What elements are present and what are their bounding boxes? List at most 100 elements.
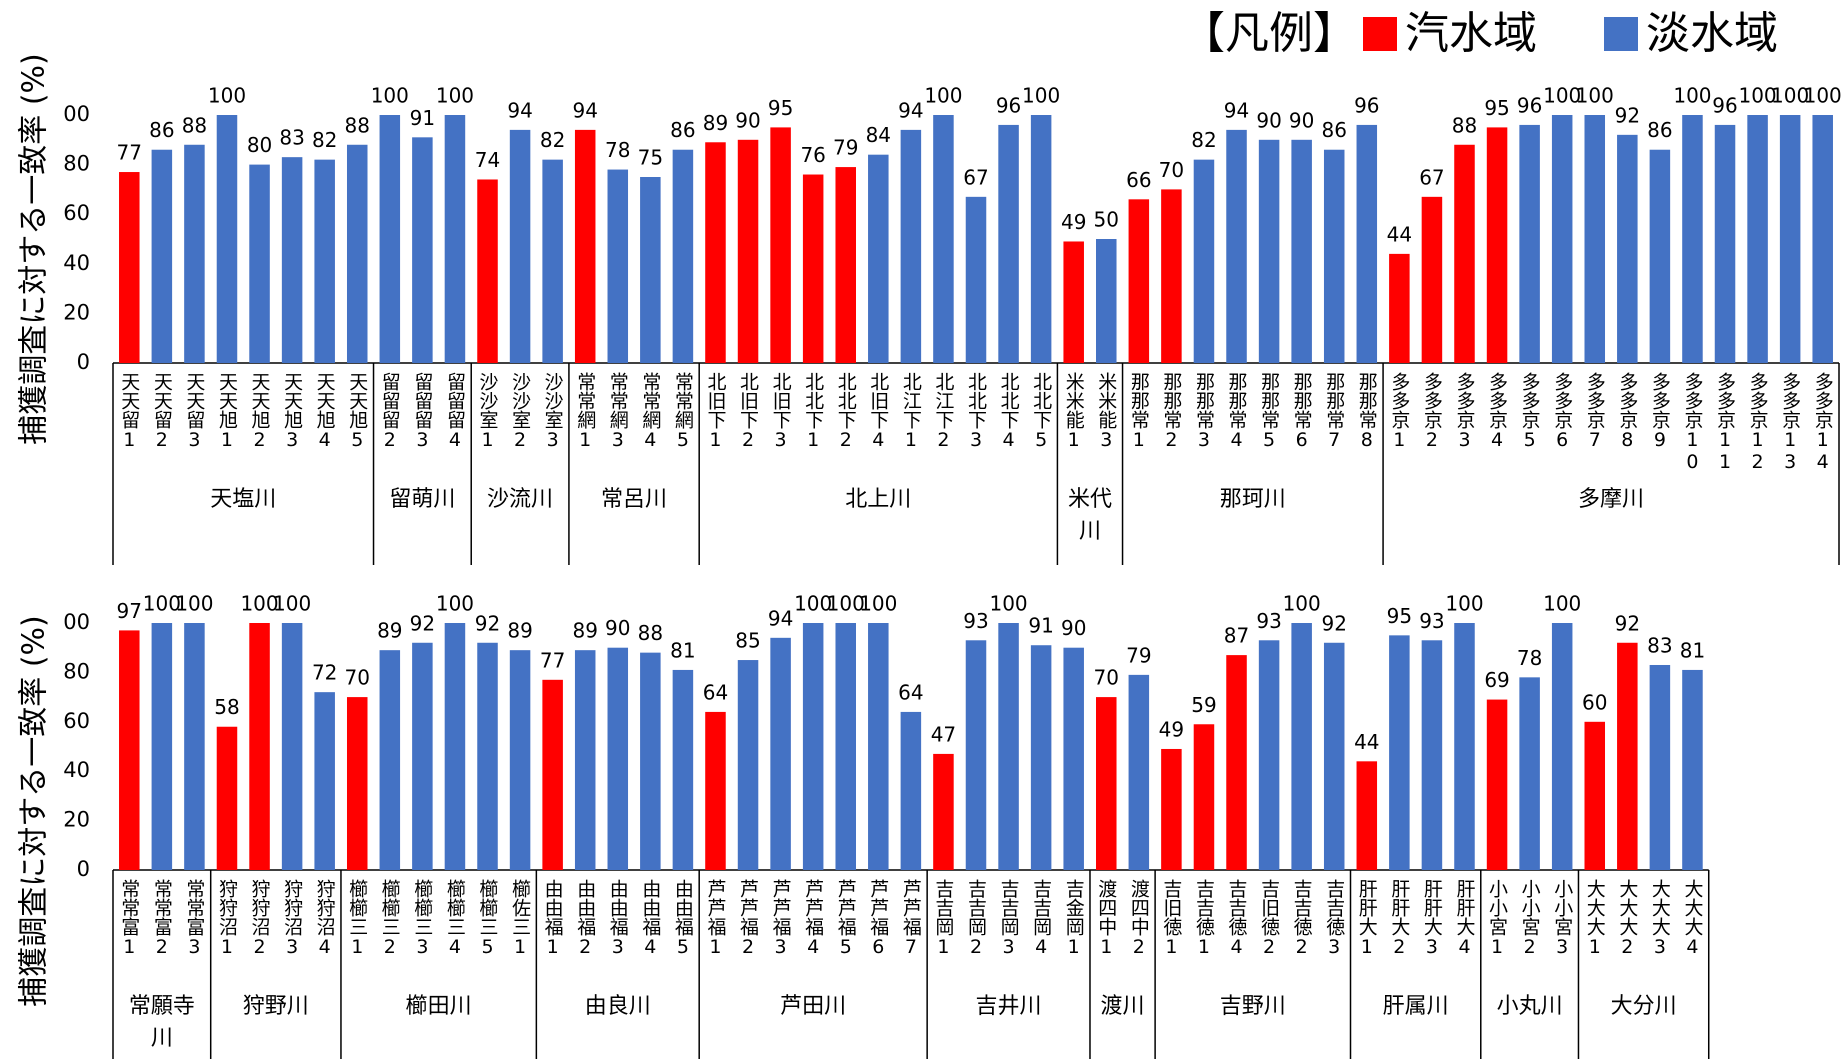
bar [965, 196, 987, 363]
x-tick-label: 芦芦福2 [737, 879, 760, 958]
bar [314, 159, 335, 363]
data-label: 50 [1094, 208, 1119, 232]
bar [607, 169, 629, 363]
data-label: 96 [996, 93, 1021, 117]
data-label: 94 [1224, 98, 1249, 122]
bar [1030, 115, 1052, 363]
data-label: 75 [638, 146, 663, 170]
x-tick-label: 吉吉徳1 [1192, 879, 1215, 958]
x-tick-label: 吉金岡1 [1062, 879, 1085, 958]
data-label: 58 [214, 695, 239, 719]
x-tick-label: 吉旧徳1 [1160, 879, 1183, 958]
x-tick-label: 芦芦福4 [802, 879, 825, 958]
data-label: 80 [247, 133, 272, 157]
y-tick-label: 60 [63, 709, 90, 733]
data-label: 70 [1094, 666, 1119, 690]
x-tick-label: 那那常3 [1192, 372, 1215, 451]
data-label: 92 [1615, 611, 1640, 635]
x-tick-label: 多多京13 [1779, 372, 1802, 473]
x-tick-label: 北北下5 [1030, 372, 1053, 451]
data-label: 79 [1126, 643, 1151, 667]
bar [1258, 139, 1280, 363]
y-tick-label: 40 [63, 251, 90, 275]
group-label: 狩野川 [242, 994, 309, 1019]
data-label: 100 [436, 592, 474, 616]
data-label: 100 [1022, 84, 1060, 108]
bar [607, 647, 629, 870]
data-label: 82 [1191, 128, 1216, 152]
data-label: 72 [312, 661, 337, 685]
x-tick-label: 天天旭4 [313, 372, 336, 451]
bar [1682, 669, 1703, 870]
x-tick-label: 那那常7 [1323, 372, 1346, 451]
bar [1030, 645, 1052, 870]
x-tick-label: 北北下3 [965, 372, 987, 451]
data-label: 100 [989, 592, 1027, 616]
bar [1421, 196, 1443, 363]
bar [1584, 721, 1606, 870]
x-tick-label: 芦芦福1 [704, 879, 727, 958]
x-tick-label: 渡四中1 [1095, 879, 1118, 958]
x-tick-label: 天天留2 [150, 372, 173, 451]
data-label: 95 [768, 96, 793, 120]
group-label: 留萌川 [389, 487, 456, 512]
bar [868, 154, 889, 363]
bar [1291, 623, 1312, 870]
bar [184, 144, 205, 363]
bar [1226, 129, 1247, 363]
bar [379, 115, 401, 363]
bar [933, 753, 954, 870]
bar [1323, 149, 1345, 363]
bar [151, 623, 173, 870]
data-label: 87 [1224, 624, 1249, 648]
data-label: 91 [410, 106, 435, 130]
group-label: 常呂川 [601, 487, 668, 512]
group-label: 渡川 [1100, 994, 1145, 1019]
group-label: 米代川 [1067, 487, 1112, 544]
bar [672, 149, 694, 363]
bar [574, 129, 596, 363]
y-tick-label: 00 [63, 610, 90, 634]
x-tick-label: 多多京6 [1551, 372, 1574, 451]
bar [1356, 761, 1378, 870]
data-label: 67 [1419, 165, 1444, 189]
x-tick-label: 吉吉岡3 [997, 879, 1020, 958]
bar [477, 179, 498, 363]
bar [737, 660, 759, 870]
data-label: 97 [117, 599, 142, 623]
x-tick-label: 多多京1 [1388, 372, 1411, 451]
bar [1161, 748, 1182, 870]
data-label: 64 [898, 680, 923, 704]
bar [1291, 139, 1312, 363]
data-label: 88 [182, 113, 207, 137]
x-tick-label: 櫛佐三1 [509, 879, 532, 958]
bar [1389, 253, 1410, 363]
x-tick-label: 多多京8 [1616, 372, 1639, 451]
data-label: 100 [1576, 84, 1614, 108]
bar [412, 137, 433, 363]
x-tick-label: 渡四中2 [1127, 879, 1150, 958]
bar [346, 144, 368, 363]
data-label: 100 [208, 84, 246, 108]
bar [770, 637, 791, 870]
x-tick-label: 天天旭3 [281, 372, 304, 451]
data-label: 92 [1615, 103, 1640, 127]
bar [151, 149, 173, 363]
data-label: 86 [149, 118, 174, 142]
x-tick-label: 大大大4 [1681, 879, 1704, 958]
bar [672, 669, 694, 870]
bar [933, 115, 954, 363]
x-tick-label: 北北下2 [834, 372, 857, 451]
data-label: 47 [931, 722, 956, 746]
x-tick-label: 肝肝大1 [1355, 879, 1378, 958]
bar [1779, 115, 1801, 363]
data-label: 96 [1354, 93, 1379, 117]
x-tick-label: 北北下4 [997, 372, 1020, 451]
bar [314, 692, 335, 870]
bar [1617, 134, 1638, 363]
bar [1161, 189, 1182, 363]
data-label: 93 [1419, 609, 1444, 633]
data-label: 100 [175, 592, 213, 616]
x-tick-label: 狩狩沼1 [215, 879, 238, 958]
